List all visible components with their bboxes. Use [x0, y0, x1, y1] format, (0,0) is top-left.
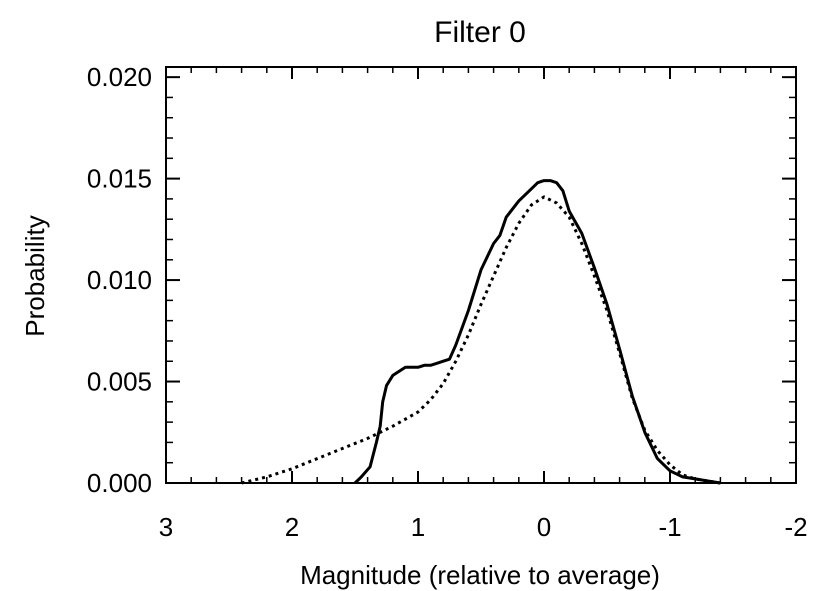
chart-title: Filter 0	[434, 16, 526, 49]
y-tick-label: 0.000	[87, 468, 152, 498]
x-tick-label: 3	[159, 512, 173, 542]
y-axis-label: Probability	[20, 215, 50, 336]
y-tick-label: 0.020	[87, 62, 152, 92]
plot-frame	[165, 66, 797, 484]
y-tick-label: 0.015	[87, 164, 152, 194]
x-tick-label: 1	[411, 512, 425, 542]
tick-labels: 3 2 1 0 -1 -2 0.000 0.005 0.010 0.015 0.020	[87, 62, 808, 542]
series-line-observed	[353, 179, 721, 485]
series-layer	[241, 179, 721, 485]
x-tick-label: 0	[537, 512, 551, 542]
series-line-model	[241, 195, 721, 485]
y-tick-label: 0.005	[87, 367, 152, 397]
y-tick-label: 0.010	[87, 265, 152, 295]
x-tick-label: -1	[658, 512, 681, 542]
x-tick-label: -2	[784, 512, 807, 542]
x-tick-label: 2	[285, 512, 299, 542]
x-axis-label: Magnitude (relative to average)	[300, 560, 660, 590]
axis-ticks	[165, 67, 797, 484]
